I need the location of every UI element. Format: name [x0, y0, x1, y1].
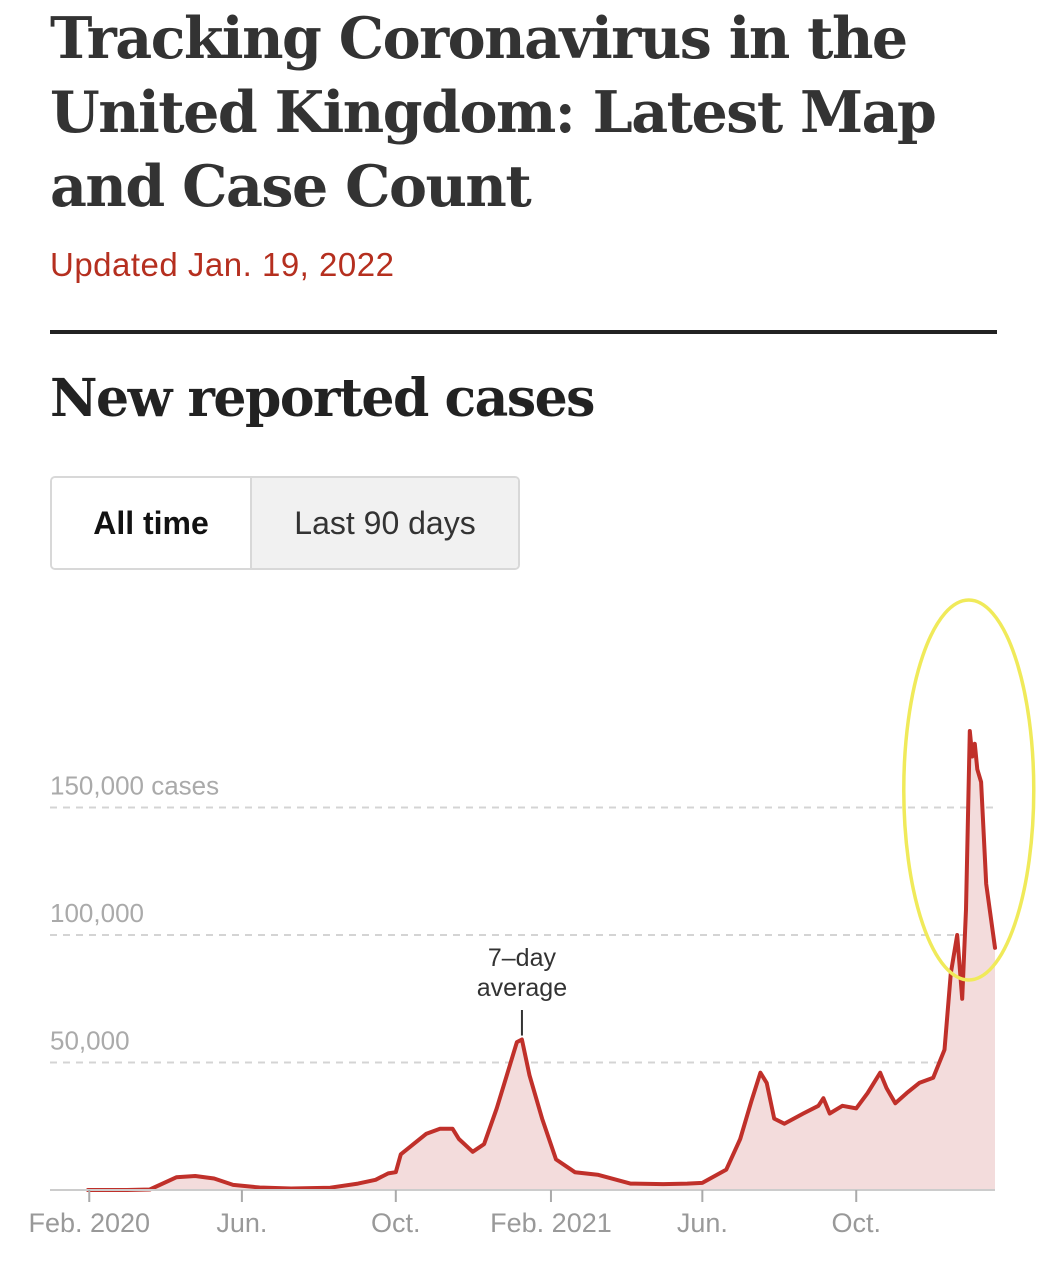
x-tick-label: Jun.: [216, 1208, 267, 1238]
updated-timestamp: Updated Jan. 19, 2022: [50, 246, 395, 283]
seven-day-average-line: [86, 729, 997, 1192]
section-title: New reported cases: [50, 368, 595, 429]
annotation-label-line2: average: [477, 974, 567, 1002]
y-tick-label: 50,000: [50, 1026, 130, 1056]
time-range-toggle: All time Last 90 days: [50, 476, 520, 570]
x-tick-label: Feb. 2021: [490, 1208, 612, 1238]
all-time-button[interactable]: All time: [52, 478, 252, 568]
highlight-circle: [902, 598, 1036, 982]
cases-area: [88, 731, 995, 1190]
y-tick-label: 100,000: [50, 898, 144, 928]
annotation-label-line1: 7–day: [488, 944, 557, 972]
x-tick-label: Feb. 2020: [28, 1208, 150, 1238]
x-tick-label: Oct.: [831, 1208, 881, 1238]
y-tick-label: 150,000 cases: [50, 771, 219, 801]
x-tick-label: Oct.: [371, 1208, 421, 1238]
last-90-days-button[interactable]: Last 90 days: [252, 478, 518, 568]
x-tick-label: Jun.: [677, 1208, 728, 1238]
headline: Tracking Coronavirus in the United Kingd…: [50, 5, 937, 220]
section-divider: [50, 330, 997, 334]
